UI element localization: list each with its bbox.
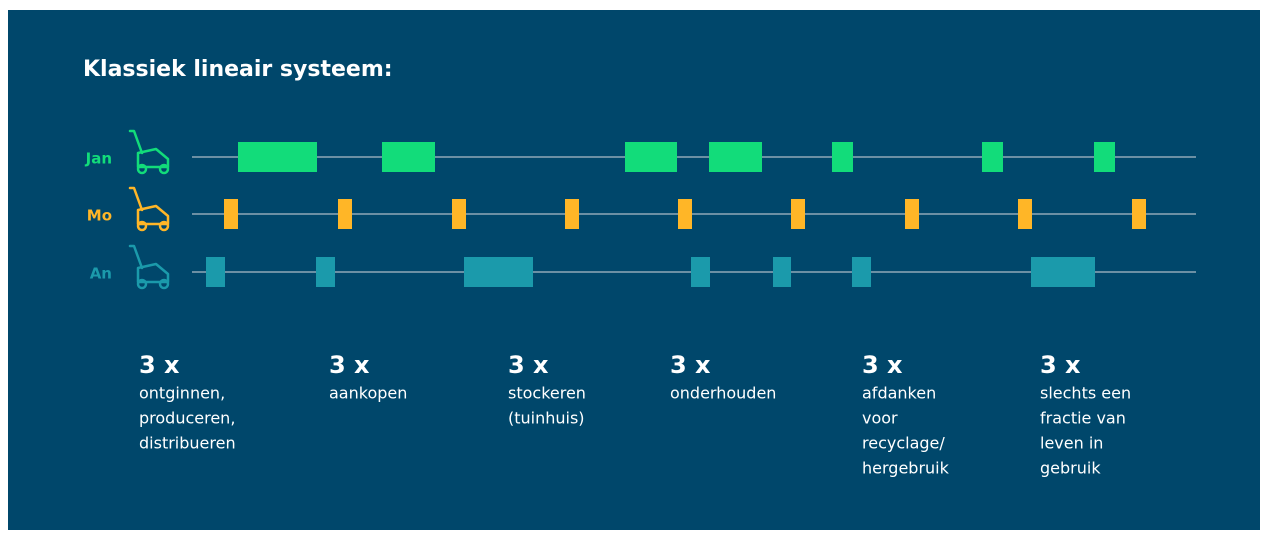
period-bar [316,257,335,287]
period-bar [1031,257,1095,287]
period-bar [709,142,762,172]
stat-text: ontginnen, [139,384,225,403]
period-bar [565,199,579,229]
period-bar [1018,199,1032,229]
title: Klassiek lineair systeem: [83,57,393,82]
period-bar [382,142,435,172]
mower-icon [128,244,170,290]
period-bar [206,257,225,287]
period-bar [625,142,677,172]
mower-wheel [158,163,170,175]
stat-count: 3 x [862,351,903,379]
row-label: An [90,265,112,283]
mower-icon [128,186,170,232]
stat-text: aankopen [329,384,407,403]
stat-text: gebruik [1040,459,1101,478]
stat-text: onderhouden [670,384,776,403]
period-bar [832,142,853,172]
mower-wheel [136,163,148,175]
stat-count: 3 x [1040,351,1081,379]
mower-wheel [136,220,148,232]
stat-text: afdanken [862,384,936,403]
stat-text: stockeren [508,384,586,403]
period-bar [238,142,317,172]
period-bar [678,199,692,229]
stat-text: produceren, [139,409,235,428]
row-label: Jan [85,150,112,168]
period-bar [773,257,791,287]
mower-body [136,204,170,226]
stat-text: fractie van [1040,409,1126,428]
stat-text: (tuinhuis) [508,409,585,428]
stat-text: hergebruik [862,459,950,478]
period-bar [338,199,352,229]
stat-count: 3 x [508,351,549,379]
stat-count: 3 x [329,351,370,379]
mower-wheel [136,278,148,290]
mower-icon [128,129,170,175]
period-bar [691,257,710,287]
period-bar [452,199,466,229]
stat-text: recyclage/ [862,434,945,453]
mower-handle [128,244,144,270]
period-bar [464,257,533,287]
stat-text: slechts een [1040,384,1131,403]
mower-wheel [158,220,170,232]
row-label: Mo [87,207,112,225]
mower-wheel [158,278,170,290]
period-bar [1094,142,1115,172]
stat-text: voor [862,409,898,428]
period-bar [852,257,871,287]
mower-handle [128,186,144,212]
period-bar [224,199,238,229]
stat-text: distribueren [139,434,236,453]
stat-count: 3 x [139,351,180,379]
stat-count: 3 x [670,351,711,379]
stat-text: leven in [1040,434,1103,453]
mower-body [136,147,170,169]
period-bar [791,199,805,229]
period-bar [982,142,1003,172]
period-bar [1132,199,1146,229]
mower-handle [128,129,144,155]
period-bar [905,199,919,229]
mower-body [136,262,170,284]
